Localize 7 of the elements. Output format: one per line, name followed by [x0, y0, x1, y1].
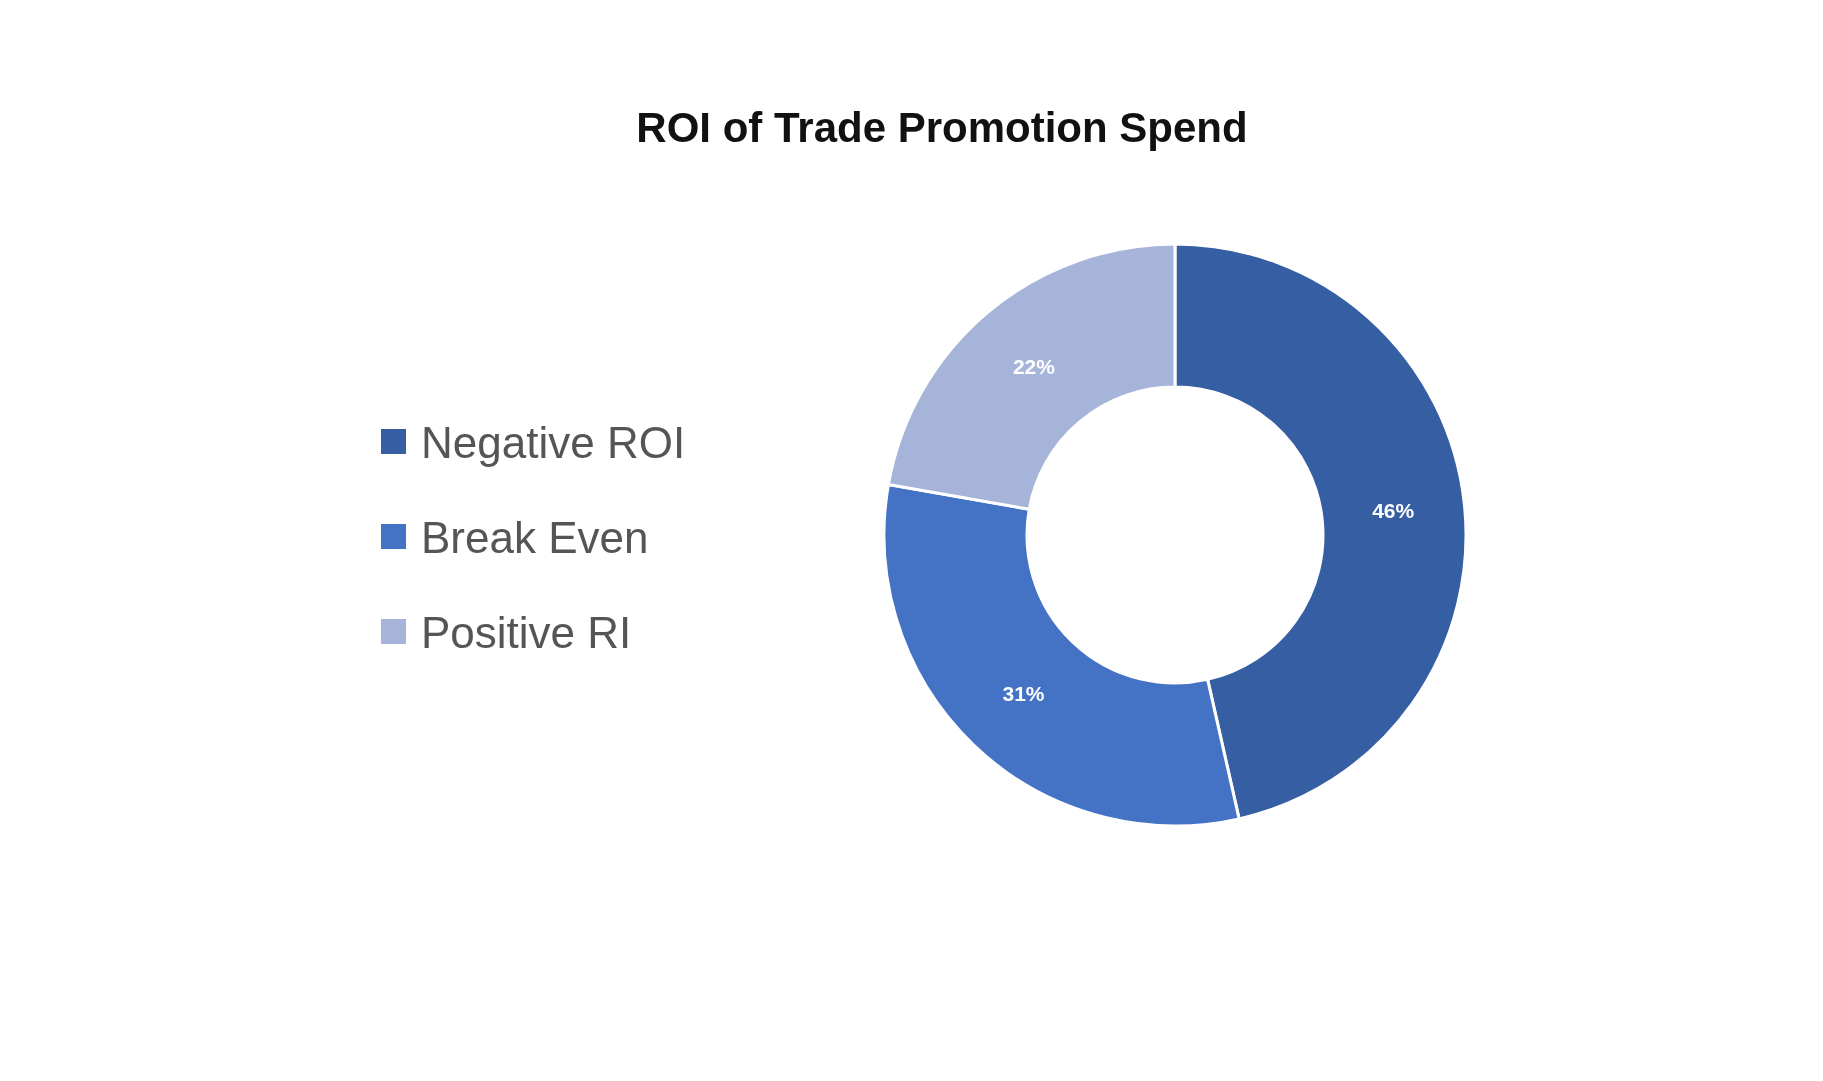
data-label: 46% [1372, 499, 1415, 523]
data-label: 31% [1002, 682, 1045, 706]
chart-title: ROI of Trade Promotion Spend [636, 104, 1248, 151]
data-label: 22% [1012, 355, 1056, 379]
legend-label: Break Even [421, 512, 649, 562]
legend-label: Positive RI [421, 607, 632, 657]
legend-label: Negative ROI [421, 417, 686, 467]
